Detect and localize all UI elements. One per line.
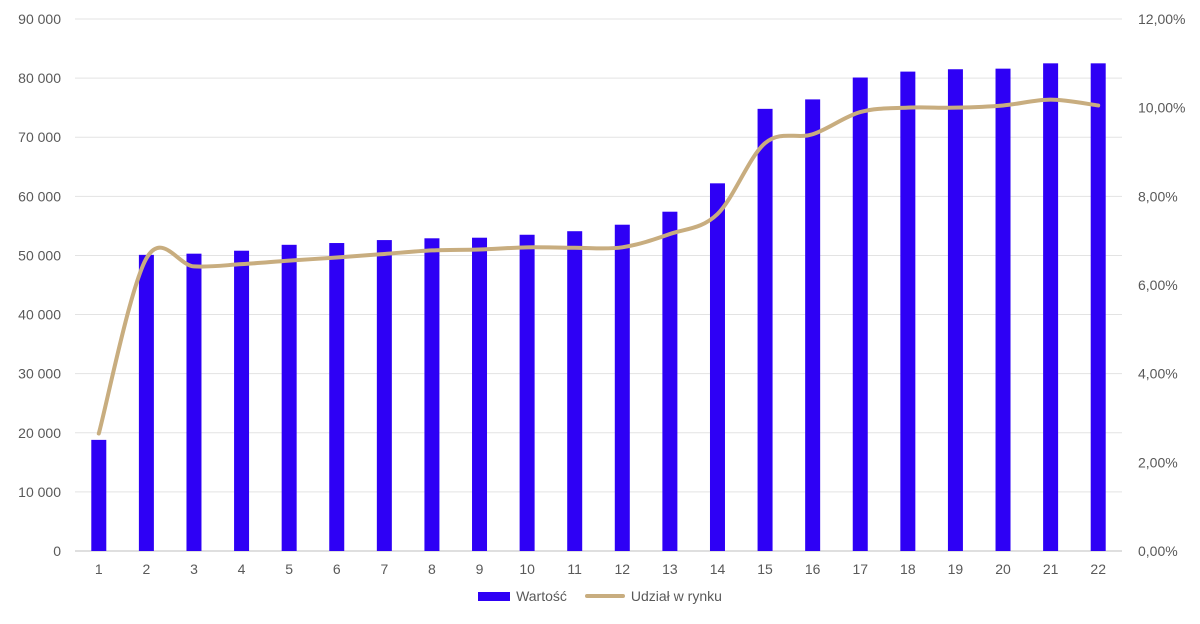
bar: [662, 211, 678, 552]
y-tick-label: 80 000: [18, 70, 61, 86]
y-tick-label: 60 000: [18, 188, 61, 204]
y2-tick-label: 0,00%: [1138, 543, 1178, 559]
bar: [138, 254, 154, 551]
x-tick-label: 10: [519, 561, 535, 577]
x-tick-label: 6: [333, 561, 341, 577]
bar: [567, 231, 583, 551]
bar: [995, 68, 1011, 552]
x-tick-label: 16: [805, 561, 821, 577]
x-tick-label: 11: [567, 561, 582, 577]
y-tick-label: 20 000: [18, 425, 61, 441]
x-tick-label: 7: [380, 561, 388, 577]
bar: [281, 244, 297, 551]
bar: [472, 237, 488, 551]
legend-swatch-line: [584, 594, 625, 598]
x-tick-label: 20: [995, 561, 1011, 577]
bar: [757, 108, 773, 552]
x-tick-label: 19: [948, 561, 964, 577]
legend-item-line[interactable]: Udział w rynku: [584, 588, 722, 604]
bar: [519, 234, 535, 551]
bar: [234, 250, 250, 551]
bar: [852, 77, 868, 552]
bar: [614, 224, 630, 551]
x-tick-label: 13: [662, 561, 678, 577]
x-tick-label: 4: [238, 561, 246, 577]
y2-tick-label: 12,00%: [1138, 11, 1185, 27]
legend-swatch-bar: [478, 591, 511, 601]
y2-tick-label: 6,00%: [1138, 277, 1178, 293]
x-tick-label: 9: [476, 561, 484, 577]
bar: [947, 69, 963, 551]
bar: [376, 240, 392, 551]
bar: [1090, 63, 1106, 551]
x-tick-label: 3: [190, 561, 198, 577]
bar: [805, 99, 821, 551]
x-tick-label: 8: [428, 561, 436, 577]
x-tick-label: 21: [1043, 561, 1059, 577]
x-tick-label: 5: [285, 561, 293, 577]
line-series: [96, 97, 1101, 436]
y2-tick-label: 10,00%: [1138, 100, 1185, 116]
bar: [329, 243, 345, 551]
x-tick-label: 2: [142, 561, 150, 577]
legend-label-line: Udział w rynku: [630, 588, 722, 604]
y2-tick-label: 8,00%: [1138, 188, 1178, 204]
bar: [900, 71, 916, 551]
y-tick-label: 0: [53, 543, 61, 559]
y-tick-label: 30 000: [18, 366, 61, 382]
bar: [1043, 63, 1059, 551]
x-tick-label: 12: [615, 561, 631, 577]
y-tick-label: 10 000: [18, 484, 61, 500]
y2-tick-label: 4,00%: [1138, 366, 1178, 382]
y-tick-label: 50 000: [18, 247, 61, 263]
y-tick-label: 90 000: [18, 11, 61, 27]
bar: [186, 253, 202, 551]
bar: [91, 439, 107, 551]
y-tick-label: 70 000: [18, 129, 61, 145]
x-tick-label: 22: [1090, 561, 1106, 577]
x-tick-label: 17: [852, 561, 868, 577]
x-tick-label: 15: [757, 561, 773, 577]
x-tick-label: 14: [710, 561, 726, 577]
legend: Wartość Udział w rynku: [0, 588, 1200, 604]
chart-svg: 0 10 000 20 000 30 000 40 000 50 000 60 000 70 …: [18, 11, 1185, 577]
bar: [424, 238, 440, 551]
x-tick-label: 18: [900, 561, 916, 577]
y2-tick-label: 2,00%: [1138, 454, 1178, 470]
bar: [709, 183, 725, 551]
legend-label-bar: Wartość: [516, 588, 567, 604]
x-tick-label: 1: [95, 561, 103, 577]
legend-item-bar[interactable]: Wartość: [478, 588, 567, 604]
y-tick-label: 40 000: [18, 307, 61, 323]
